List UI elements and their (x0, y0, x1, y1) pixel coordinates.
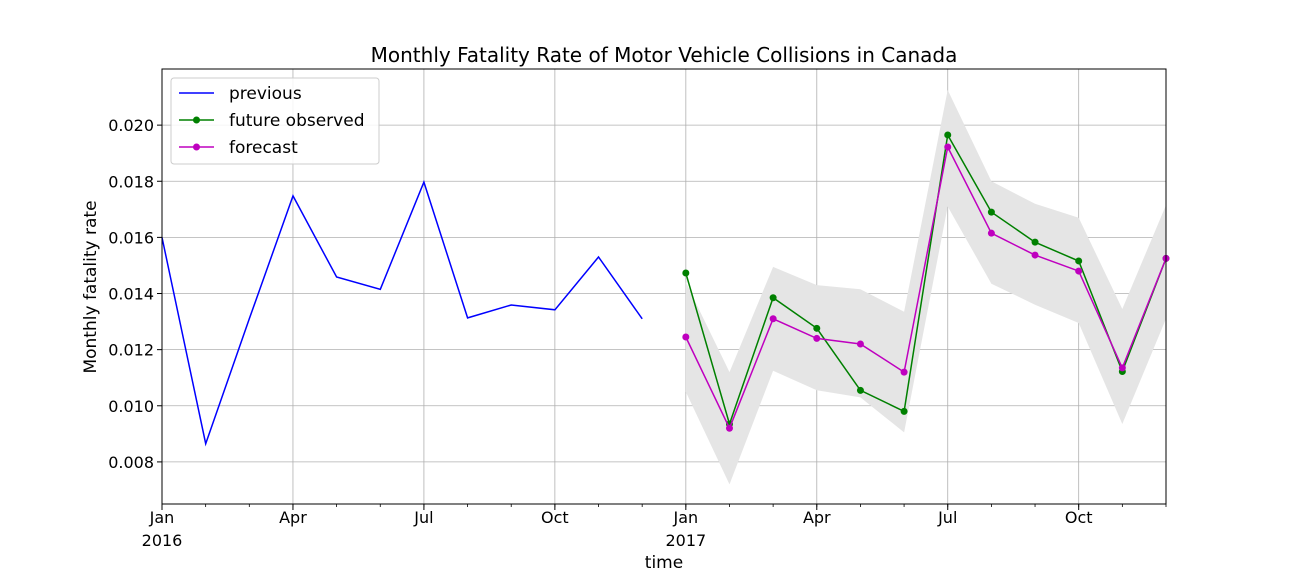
confidence-band-layer (685, 90, 1166, 485)
data-point-future-observed (1031, 238, 1039, 246)
y-tick-label: 0.018 (108, 172, 154, 191)
y-axis-ticks: 0.008 0.010 0.012 0.014 0.016 0.018 0.020 (108, 116, 162, 472)
plot-frame (161, 68, 1167, 505)
data-point-future-observed (900, 407, 908, 415)
legend-box (170, 77, 380, 165)
data-point-forecast (1031, 251, 1039, 259)
x-axis-label: time (645, 553, 683, 573)
y-tick-label: 0.014 (108, 285, 154, 304)
data-point-forecast (900, 368, 908, 376)
legend-label-forecast: forecast (229, 138, 298, 158)
x-tick-year-label: 2016 (142, 531, 183, 550)
data-point-forecast (856, 340, 864, 348)
x-tick-label: Jul (937, 508, 957, 527)
data-point-future-observed (682, 269, 690, 277)
confidence-band (685, 90, 1166, 485)
legend-label-future-observed: future observed (229, 111, 365, 131)
x-tick-label: Jan (149, 508, 175, 527)
legend-marker-future-observed (193, 116, 200, 124)
data-point-forecast (1075, 267, 1083, 275)
data-point-forecast (725, 424, 733, 432)
data-point-future-observed (856, 386, 864, 394)
chart-title: Monthly Fatality Rate of Motor Vehicle C… (371, 43, 958, 67)
x-tick-label: Jan (672, 508, 698, 527)
y-tick-label: 0.008 (108, 453, 154, 472)
data-point-forecast (769, 315, 777, 323)
x-tick-year-label: 2017 (665, 531, 706, 550)
data-point-future-observed (769, 294, 777, 302)
legend-label-previous: previous (229, 84, 302, 104)
x-axis-ticks: Jan 2016 Apr Jul Oct Jan 2017 Apr Jul Oct (142, 504, 1167, 550)
data-point-forecast (987, 229, 995, 237)
series-layer (161, 131, 1170, 447)
legend: previous future observed forecast (170, 77, 380, 165)
data-point-future-observed (987, 208, 995, 216)
data-point-future-observed (1075, 257, 1083, 265)
y-tick-label: 0.016 (108, 228, 154, 247)
y-tick-label: 0.020 (108, 116, 154, 135)
x-tick-label: Apr (803, 508, 831, 527)
series-line-previous (161, 179, 643, 447)
series-line-forecast (685, 144, 1167, 431)
data-point-future-observed (813, 324, 821, 332)
x-tick-label: Jul (413, 508, 433, 527)
data-point-forecast (1118, 364, 1126, 372)
x-tick-label: Oct (1065, 508, 1093, 527)
x-tick-label: Apr (279, 508, 307, 527)
data-point-forecast (944, 143, 952, 151)
data-point-future-observed (944, 131, 952, 139)
y-tick-label: 0.010 (108, 397, 154, 416)
data-point-forecast (682, 333, 690, 341)
y-axis-label: Monthly fatality rate (81, 200, 101, 373)
y-tick-label: 0.012 (108, 341, 154, 360)
series-line-future-observed (685, 132, 1167, 427)
x-tick-label: Oct (541, 508, 569, 527)
data-point-forecast (813, 334, 821, 342)
legend-marker-forecast (193, 143, 200, 151)
